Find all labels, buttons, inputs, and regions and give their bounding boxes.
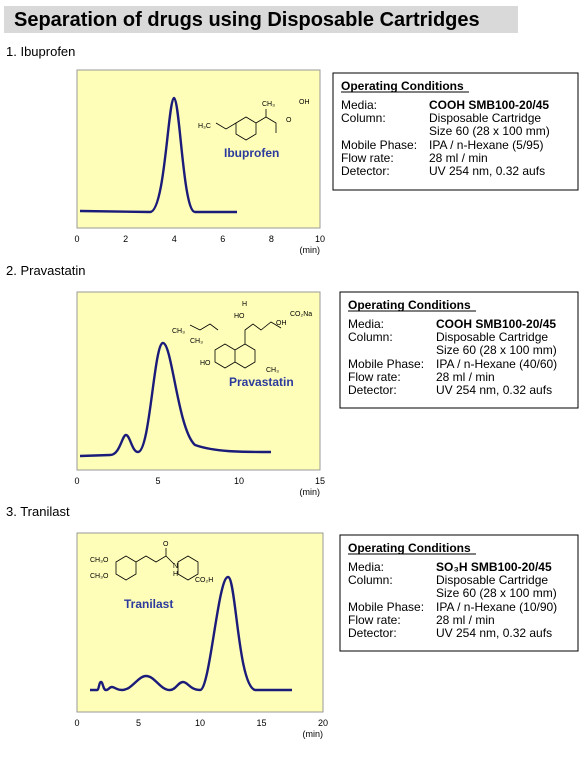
condition-label: Size 60 (28 x 100 mm) (436, 343, 557, 357)
structure-label: O (286, 117, 292, 124)
condition-label: Column: (348, 330, 393, 344)
x-tick-label: 10 (234, 476, 244, 486)
conditions-title: Operating Conditions (348, 298, 471, 312)
condition-value: 28 ml / min (429, 151, 488, 165)
page-title: Separation of drugs using Disposable Car… (14, 9, 480, 31)
compound-name: Tranilast (124, 597, 173, 611)
condition-label: Column: (341, 111, 386, 125)
condition-value: 28 ml / min (436, 613, 495, 627)
condition-label: Size 60 (28 x 100 mm) (429, 124, 550, 138)
structure-label: H₃C (198, 123, 211, 130)
condition-label: Column: (348, 573, 393, 587)
condition-label: Media: (341, 98, 377, 112)
x-tick-label: 5 (155, 476, 160, 486)
x-tick-label: 0 (74, 234, 79, 244)
condition-value: IPA / n-Hexane (40/60) (436, 357, 557, 371)
structure-label: CH₃ (262, 101, 275, 108)
structure (115, 548, 199, 581)
condition-label: Mobile Phase: (341, 138, 417, 152)
conditions-title: Operating Conditions (348, 541, 471, 555)
condition-label: Media: (348, 560, 384, 574)
x-tick-label: 8 (269, 234, 274, 244)
x-tick-label: 20 (318, 718, 328, 728)
condition-label: Detector: (348, 626, 397, 640)
structure-label: N (173, 563, 178, 570)
structure-label: OH (299, 99, 310, 106)
structure-label: CH₃O (90, 573, 109, 580)
x-tick-label: 10 (195, 718, 205, 728)
structure-label: CH₃ (172, 328, 185, 335)
structure (215, 109, 277, 141)
axis-unit: (min) (303, 729, 324, 739)
media-product: SMB100-20/45 (471, 560, 552, 574)
condition-value: COOH SMB100-20/45 (429, 98, 549, 112)
x-tick-label: 6 (220, 234, 225, 244)
media-phase: COOH (436, 317, 472, 331)
section-heading: 1. Ibuprofen (6, 44, 75, 59)
media-product: SMB100-20/45 (475, 317, 556, 331)
structure-label: H (173, 571, 178, 578)
condition-label: Flow rate: (341, 151, 394, 165)
chromatogram-trace (79, 96, 237, 214)
axis-unit: (min) (300, 487, 321, 497)
section-heading: 2. Pravastatin (6, 263, 86, 278)
condition-label: Detector: (348, 383, 397, 397)
structure-label: CO₂H (195, 577, 213, 584)
axis-unit: (min) (300, 245, 321, 255)
x-tick-label: 4 (172, 234, 177, 244)
structure-label: CO₂Na (290, 311, 312, 318)
condition-value: UV 254 nm, 0.32 aufs (436, 626, 552, 640)
condition-label: Detector: (341, 164, 390, 178)
chromatogram-panel (76, 532, 324, 713)
structure-label: H (242, 301, 247, 308)
x-tick-label: 0 (74, 718, 79, 728)
x-tick-label: 2 (123, 234, 128, 244)
condition-label: Mobile Phase: (348, 357, 424, 371)
compound-name: Pravastatin (229, 375, 294, 389)
condition-value: UV 254 nm, 0.32 aufs (429, 164, 545, 178)
condition-label: Flow rate: (348, 370, 401, 384)
chromatogram-trace (79, 341, 272, 458)
structure-label: CH₃ (190, 338, 203, 345)
media-product: SMB100-20/45 (468, 98, 549, 112)
condition-value: Disposable Cartridge (436, 330, 548, 344)
conditions-title: Operating Conditions (341, 79, 464, 93)
structure-label: CH₃O (90, 557, 109, 564)
x-tick-label: 5 (136, 718, 141, 728)
structure (189, 321, 282, 369)
media-phase: COOH (429, 98, 465, 112)
x-tick-label: 10 (315, 234, 325, 244)
condition-value: IPA / n-Hexane (5/95) (429, 138, 544, 152)
condition-label: Mobile Phase: (348, 600, 424, 614)
condition-value: UV 254 nm, 0.32 aufs (436, 383, 552, 397)
media-phase: SO₃H (436, 560, 468, 574)
condition-value: 28 ml / min (436, 370, 495, 384)
section-heading: 3. Tranilast (6, 504, 70, 519)
chromatogram-trace (90, 575, 292, 692)
x-tick-label: 15 (315, 476, 325, 486)
condition-value: Disposable Cartridge (429, 111, 541, 125)
structure-label: CH₃ (266, 367, 279, 374)
compound-name: Ibuprofen (224, 146, 279, 160)
condition-label: Flow rate: (348, 613, 401, 627)
condition-value: Disposable Cartridge (436, 573, 548, 587)
condition-label: Size 60 (28 x 100 mm) (436, 586, 557, 600)
condition-label: Media: (348, 317, 384, 331)
structure-label: OH (276, 320, 287, 327)
x-tick-label: 15 (256, 718, 266, 728)
title-bar (4, 6, 518, 33)
chromatogram-panel (76, 291, 321, 471)
chromatogram-panel (76, 69, 321, 229)
condition-value: SO₃H SMB100-20/45 (436, 560, 552, 574)
condition-value: COOH SMB100-20/45 (436, 317, 556, 331)
structure-label: HO (200, 360, 211, 367)
condition-value: IPA / n-Hexane (10/90) (436, 600, 557, 614)
structure-label: O (163, 541, 169, 548)
structure-label: HO (234, 313, 245, 320)
x-tick-label: 0 (74, 476, 79, 486)
